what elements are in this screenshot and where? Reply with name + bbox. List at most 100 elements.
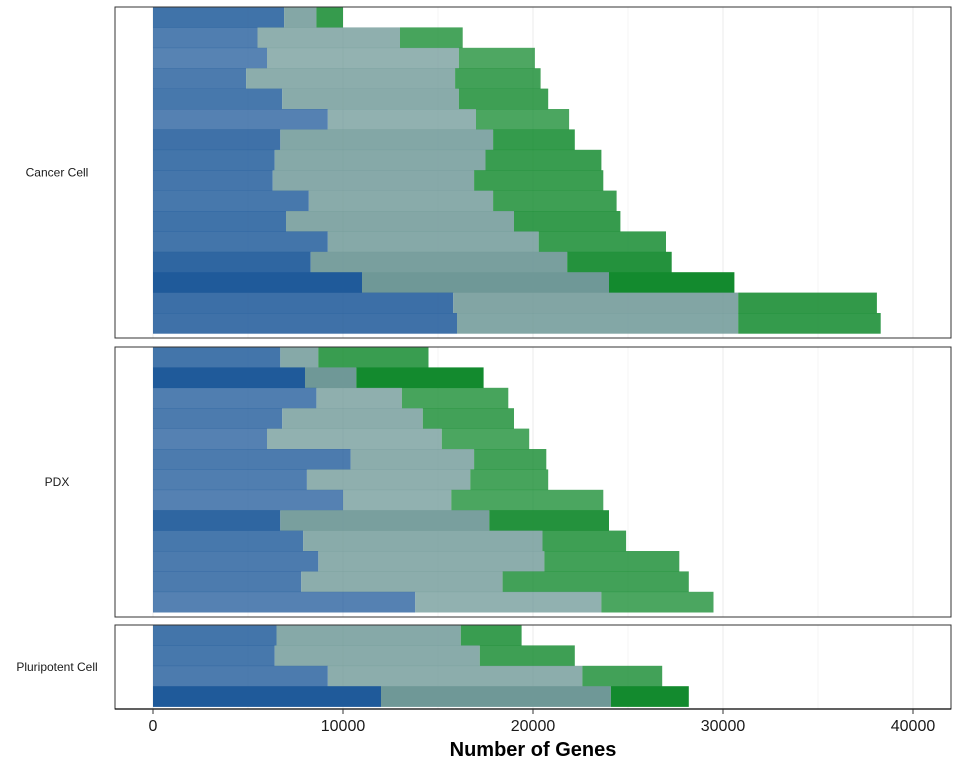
bar-segment	[276, 625, 461, 646]
facet-label: PDX	[45, 475, 70, 489]
x-axis-title: Number of Genes	[450, 739, 617, 761]
bar-segment	[153, 190, 309, 212]
facet-panel: PDX	[45, 346, 952, 618]
bar-segment	[542, 530, 627, 552]
facet-label: Pluripotent Cell	[16, 660, 97, 674]
bar-segment	[609, 272, 735, 293]
bar-segment	[458, 47, 535, 69]
bar-segment	[153, 449, 351, 470]
bar-segment	[415, 591, 602, 613]
bar-segment	[318, 347, 429, 368]
bar-segment	[282, 408, 423, 429]
bar-segment	[153, 625, 277, 646]
bar-segment	[457, 313, 739, 334]
bar-segment	[267, 428, 442, 450]
bar-segment	[470, 469, 549, 491]
bar-segment	[303, 530, 543, 552]
bar-segment	[153, 313, 457, 334]
bar-segment	[274, 645, 480, 667]
bar-segment	[153, 7, 285, 28]
bar-segment	[153, 645, 275, 667]
bar-segment	[246, 68, 456, 89]
bar-segment	[567, 251, 672, 273]
bar-segment	[458, 88, 549, 110]
bar-segment	[356, 367, 484, 389]
bar-segment	[460, 625, 522, 646]
bar-segment	[738, 313, 881, 334]
bar-segment	[316, 7, 343, 28]
bar-segment	[286, 211, 514, 232]
bar-segment	[493, 190, 617, 212]
x-axis: 0 10000 20000 30000 40000	[115, 708, 951, 735]
bar-segment	[489, 510, 609, 531]
bar-segment	[451, 489, 604, 511]
bar-segment	[610, 686, 689, 707]
bar-segment	[153, 231, 328, 253]
x-tick-label: 0	[149, 718, 158, 735]
bar-segment	[153, 591, 416, 613]
bar-segment	[153, 292, 454, 314]
bar-segment	[153, 489, 343, 511]
bar-segment	[153, 347, 281, 368]
bar-segment	[153, 88, 283, 110]
bar-segment	[153, 530, 304, 552]
x-tick-label: 40000	[891, 718, 936, 735]
x-tick-label: 30000	[701, 718, 746, 735]
bar-segment	[272, 170, 475, 191]
bar-segment	[153, 469, 307, 491]
bar-segment	[282, 88, 459, 110]
bar-segment	[153, 109, 328, 130]
bar-segment	[474, 449, 547, 470]
bar-segment	[308, 190, 494, 212]
bar-segment	[453, 292, 739, 314]
bar-segment	[153, 571, 302, 593]
bar-segment	[280, 129, 494, 151]
bar-segment	[327, 231, 539, 253]
bar-segment	[327, 109, 476, 130]
facet-label: Cancer Cell	[26, 166, 89, 180]
bar-segment	[544, 551, 680, 572]
bar-segment	[274, 149, 486, 171]
bar-segment	[401, 387, 509, 409]
x-tick-label: 10000	[321, 718, 366, 735]
bar-segment	[153, 47, 267, 69]
bar-segment	[381, 686, 611, 707]
bar-segment	[582, 665, 663, 687]
bar-segment	[153, 510, 281, 531]
bar-segment	[153, 551, 319, 572]
bar-segment	[601, 591, 714, 613]
bar-segment	[343, 489, 452, 511]
bar-segment	[280, 347, 319, 368]
bar-segment	[153, 686, 381, 707]
bar-segment	[280, 510, 490, 531]
bar-segment	[476, 109, 570, 130]
bar-segment	[153, 428, 267, 450]
bar-segment	[153, 251, 311, 273]
bar-segment	[257, 27, 400, 49]
bar-segment	[153, 170, 273, 191]
bar-segment	[400, 27, 463, 49]
bar-segment	[455, 68, 541, 89]
bar-segment	[153, 387, 317, 409]
facet-panel: Cancer Cell	[26, 6, 952, 339]
bar-segment	[153, 367, 305, 389]
bar-segment	[153, 68, 247, 89]
bar-segment	[493, 129, 575, 151]
x-tick-label: 20000	[511, 718, 556, 735]
panels-layer: Cancer Cell PDX Pluripotent Cell	[16, 6, 952, 710]
bar-segment	[153, 129, 281, 151]
bar-segment	[153, 149, 275, 171]
bar-segment	[284, 7, 317, 28]
bar-segment	[306, 469, 471, 491]
panel-border	[114, 6, 952, 339]
bar-segment	[310, 251, 568, 273]
facet-panel: Pluripotent Cell	[16, 624, 952, 710]
bar-segment	[327, 665, 583, 687]
bar-segment	[738, 292, 877, 314]
bar-segment	[362, 272, 609, 293]
bar-segment	[441, 428, 530, 450]
bar-segment	[301, 571, 503, 593]
panel-border	[114, 346, 952, 618]
